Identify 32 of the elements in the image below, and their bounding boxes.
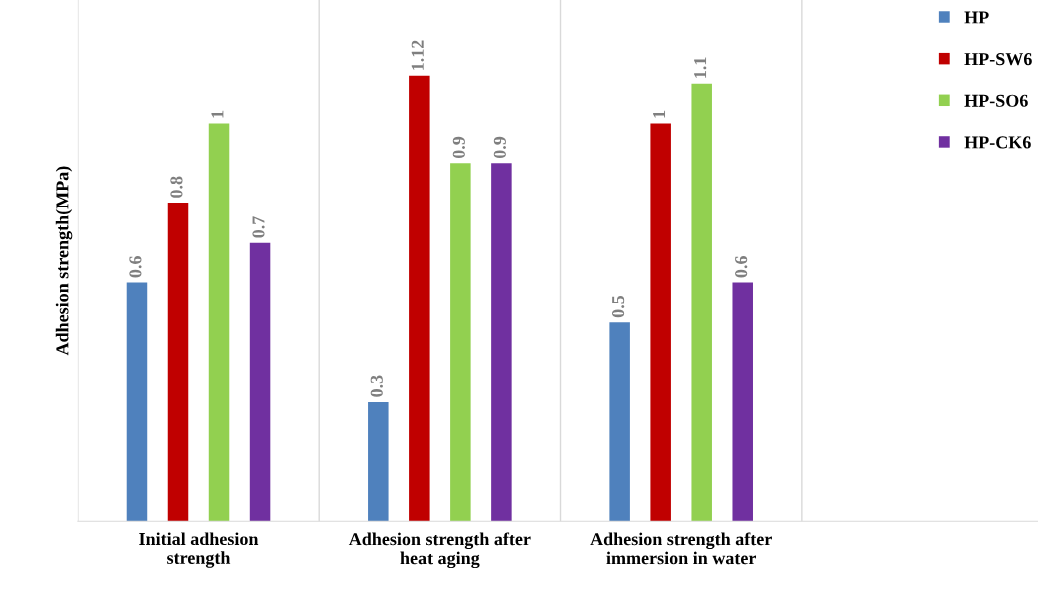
data-label: 1 — [653, 110, 666, 118]
bar — [691, 83, 712, 522]
bar — [491, 163, 512, 522]
bar — [208, 123, 230, 522]
x-tick-label: Adhesion strength after heat aging — [348, 532, 531, 569]
y-axis-title: Adhesion strength(MPa) — [55, 166, 73, 356]
bar — [167, 203, 189, 522]
data-label: 0.8 — [170, 176, 183, 198]
legend-label: HP-CK6 — [964, 136, 1031, 149]
x-tick-label: Initial adhesion strength — [139, 532, 259, 568]
bar — [409, 75, 430, 522]
bar — [732, 282, 753, 522]
bar — [650, 123, 671, 522]
data-label: 0.3 — [370, 375, 383, 397]
data-label: 1.12 — [411, 40, 424, 70]
data-label: 0.9 — [493, 136, 506, 159]
data-label: 0.6 — [735, 256, 748, 278]
bar — [450, 163, 471, 522]
bar — [126, 282, 148, 522]
data-label: 0.5 — [611, 295, 625, 318]
legend-label: HP-SW6 — [964, 53, 1032, 66]
data-label: 1.1 — [694, 57, 707, 78]
data-label: 1 — [211, 110, 224, 118]
data-label: 0.6 — [129, 256, 142, 278]
bar — [609, 322, 630, 522]
data-label: 0.7 — [252, 216, 265, 238]
legend-label: HP — [964, 11, 989, 24]
bar — [249, 242, 271, 522]
bar — [368, 401, 389, 522]
legend-label: HP-SO6 — [964, 94, 1028, 107]
data-label: 0.9 — [452, 136, 465, 159]
x-tick-label: Adhesion strength after immersion in water — [590, 532, 772, 565]
